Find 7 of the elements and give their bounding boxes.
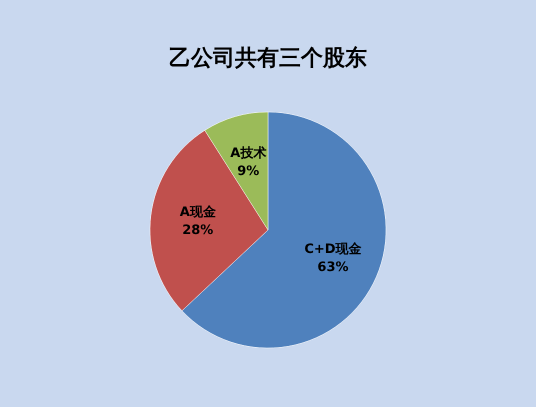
slice-label: A现金 xyxy=(180,205,217,220)
data-label: 28% xyxy=(182,223,214,238)
data-label: 9% xyxy=(237,164,260,180)
slice-label: A技术 xyxy=(230,146,266,162)
chart-title: 乙公司共有三个股东 xyxy=(169,45,367,71)
data-label: 63% xyxy=(317,260,349,276)
slice-label: C+D现金 xyxy=(304,242,363,258)
